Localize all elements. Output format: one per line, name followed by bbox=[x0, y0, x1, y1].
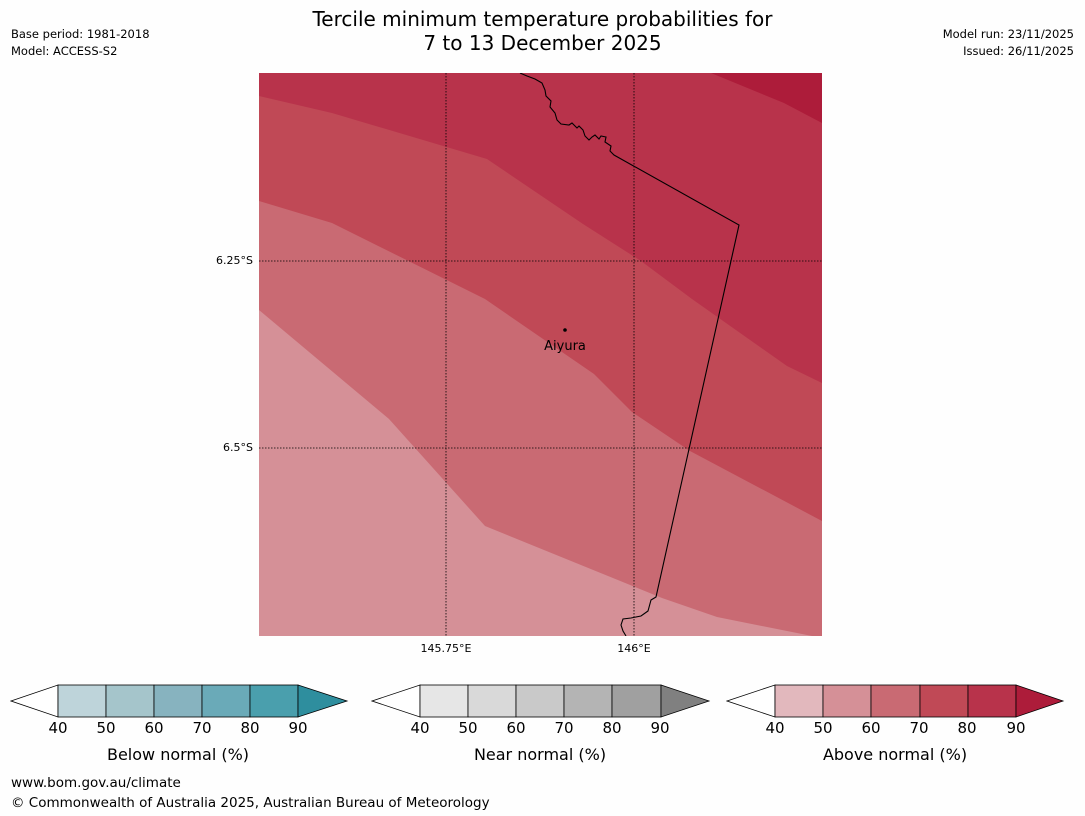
colorbar-below-bin-70-80 bbox=[201, 684, 251, 718]
cb-below-tick-70: 70 bbox=[192, 719, 212, 737]
colorbar-above-arrow-left bbox=[725, 684, 776, 718]
model-text: Model: ACCESS-S2 bbox=[11, 44, 118, 58]
cb-above-tick-40: 40 bbox=[765, 719, 785, 737]
cb-near-tick-50: 50 bbox=[458, 719, 478, 737]
colorbar-above-svg bbox=[725, 684, 1065, 718]
border-line bbox=[519, 72, 740, 637]
colorbar-above-arrow-right bbox=[1015, 684, 1065, 718]
cb-above-tick-90: 90 bbox=[1006, 719, 1026, 737]
colorbar-near-bin-60-70 bbox=[515, 684, 565, 718]
colorbar-above-bin-70-80 bbox=[919, 684, 969, 718]
colorbar-near-arrow-left bbox=[370, 684, 421, 718]
chart-title: Tercile minimum temperature probabilitie… bbox=[0, 7, 1085, 55]
meta-left: Base period: 1981-2018 Model: ACCESS-S2 bbox=[11, 26, 150, 60]
colorbar-above-label: Above normal (%) bbox=[822, 745, 968, 764]
colorbar-near-bin-50-60 bbox=[467, 684, 517, 718]
colorbar-above bbox=[725, 684, 1066, 720]
colorbar-near-bin-40-50 bbox=[419, 684, 469, 718]
colorbar-above-bin-50-60 bbox=[822, 684, 872, 718]
footer-copyright: © Commonwealth of Australia 2025, Austra… bbox=[11, 795, 490, 811]
model-run-text: Model run: 23/11/2025 bbox=[942, 27, 1074, 41]
title-line-1: Tercile minimum temperature probabilitie… bbox=[312, 7, 773, 31]
colorbar-below-svg bbox=[9, 684, 349, 718]
cb-above-tick-50: 50 bbox=[813, 719, 833, 737]
colorbar-below-bin-60-70 bbox=[153, 684, 203, 718]
cb-above-tick-60: 60 bbox=[861, 719, 881, 737]
colorbar-below-arrow-right bbox=[297, 684, 349, 718]
cb-near-tick-80: 80 bbox=[602, 719, 622, 737]
cb-near-tick-60: 60 bbox=[506, 719, 526, 737]
base-period-text: Base period: 1981-2018 bbox=[11, 27, 150, 41]
cb-near-tick-40: 40 bbox=[410, 719, 430, 737]
lat-label-6-5: 6.5°S bbox=[223, 441, 253, 454]
lat-label-6-25: 6.25°S bbox=[216, 254, 253, 267]
colorbar-above-bin-40-50 bbox=[774, 684, 824, 718]
zone-90-plus bbox=[711, 73, 822, 123]
issued-text: Issued: 26/11/2025 bbox=[963, 44, 1074, 58]
cb-below-tick-90: 90 bbox=[288, 719, 308, 737]
colorbar-below-bin-40-50 bbox=[57, 684, 107, 718]
colorbar-below-bin-80-90 bbox=[249, 684, 299, 718]
colorbar-near-label: Near normal (%) bbox=[473, 745, 607, 764]
cb-above-tick-70: 70 bbox=[909, 719, 929, 737]
colorbar-near-bin-70-80 bbox=[563, 684, 613, 718]
colorbar-near bbox=[370, 684, 711, 720]
colorbar-near-bin-80-90 bbox=[611, 684, 662, 718]
cb-near-tick-70: 70 bbox=[554, 719, 574, 737]
cb-below-tick-80: 80 bbox=[240, 719, 260, 737]
lon-label-145-75: 145.75°E bbox=[420, 642, 472, 655]
colorbar-near-svg bbox=[370, 684, 711, 718]
zone-80-90 bbox=[259, 73, 822, 383]
place-marker bbox=[563, 328, 567, 332]
place-label: Aiyura bbox=[544, 339, 586, 354]
cb-near-tick-90: 90 bbox=[650, 719, 670, 737]
colorbar-below-arrow-left bbox=[9, 684, 59, 718]
map-panel[interactable]: Aiyura bbox=[259, 72, 822, 637]
cb-below-tick-40: 40 bbox=[48, 719, 68, 737]
lon-label-146: 146°E bbox=[617, 642, 651, 655]
map-svg: Aiyura bbox=[259, 72, 822, 637]
cb-above-tick-80: 80 bbox=[957, 719, 977, 737]
title-line-2: 7 to 13 December 2025 bbox=[423, 31, 662, 55]
colorbar-below-label: Below normal (%) bbox=[106, 745, 250, 764]
colorbar-above-bin-80-90 bbox=[967, 684, 1017, 718]
cb-below-tick-60: 60 bbox=[144, 719, 164, 737]
cb-below-tick-50: 50 bbox=[96, 719, 116, 737]
colorbar-below bbox=[9, 684, 350, 720]
colorbar-below-bin-50-60 bbox=[105, 684, 155, 718]
meta-right: Model run: 23/11/2025 Issued: 26/11/2025 bbox=[943, 26, 1074, 60]
colorbar-above-bin-60-70 bbox=[870, 684, 921, 718]
footer-url[interactable]: www.bom.gov.au/climate bbox=[11, 775, 181, 791]
colorbar-near-arrow-right bbox=[660, 684, 711, 718]
